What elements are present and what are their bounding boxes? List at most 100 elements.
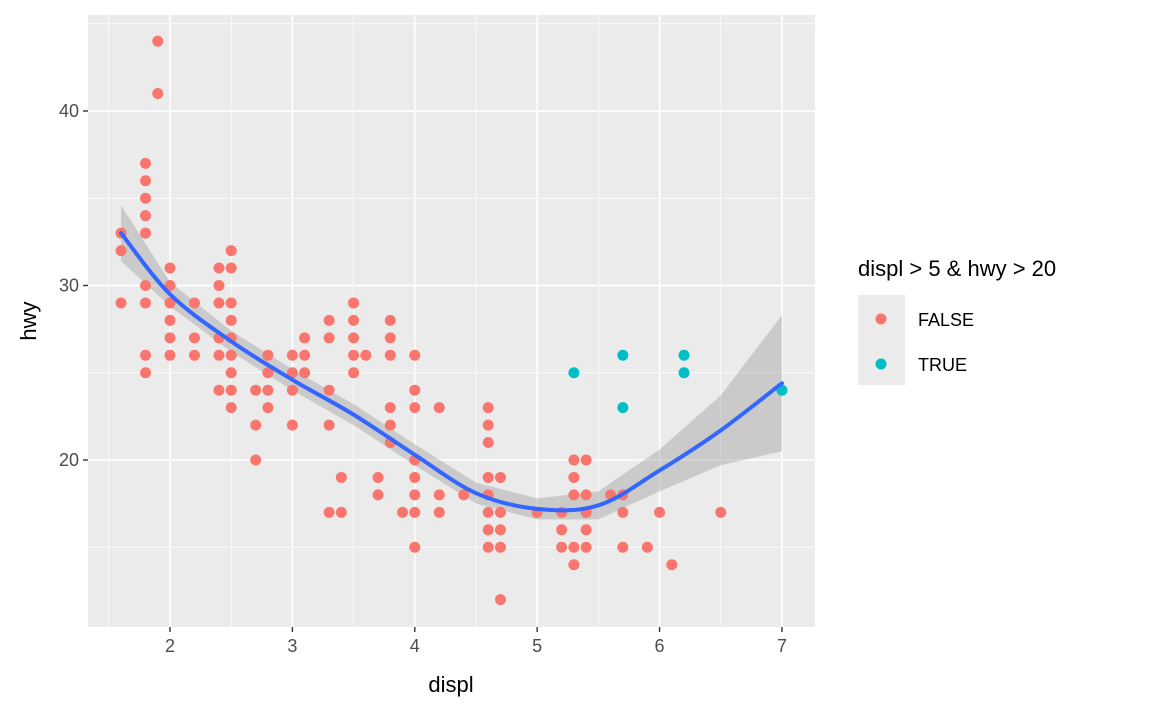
- x-tick-label: 4: [410, 636, 420, 656]
- point: [556, 524, 568, 536]
- point: [568, 559, 580, 571]
- point: [286, 419, 298, 431]
- point: [140, 367, 152, 379]
- point: [335, 506, 347, 518]
- point: [409, 489, 421, 501]
- point: [262, 402, 274, 414]
- point: [164, 314, 176, 326]
- point: [188, 349, 200, 361]
- point: [213, 262, 225, 274]
- legend-label: FALSE: [918, 310, 974, 330]
- point: [409, 349, 421, 361]
- point: [580, 489, 592, 501]
- point: [323, 384, 335, 396]
- x-axis-title: displ: [428, 672, 473, 697]
- point: [409, 541, 421, 553]
- point: [409, 402, 421, 414]
- point: [225, 297, 237, 309]
- point: [409, 471, 421, 483]
- legend-title: displ > 5 & hwy > 20: [858, 256, 1056, 281]
- point: [372, 489, 384, 501]
- point: [115, 297, 127, 309]
- point: [299, 367, 311, 379]
- point: [140, 157, 152, 169]
- point: [140, 192, 152, 204]
- point: [482, 419, 494, 431]
- point: [213, 279, 225, 291]
- point: [225, 349, 237, 361]
- point: [323, 506, 335, 518]
- point: [433, 489, 445, 501]
- point: [164, 262, 176, 274]
- point: [348, 314, 360, 326]
- legend: displ > 5 & hwy > 20 FALSE TRUE: [858, 256, 1056, 385]
- point: [397, 506, 409, 518]
- point: [678, 349, 690, 361]
- point: [286, 349, 298, 361]
- point: [225, 262, 237, 274]
- y-axis-title: hwy: [16, 301, 41, 340]
- point: [262, 384, 274, 396]
- legend-label: TRUE: [918, 355, 967, 375]
- legend-key-bg: [858, 295, 905, 385]
- confidence-band: [121, 205, 782, 520]
- smooth-line: [119, 231, 784, 513]
- point: [262, 349, 274, 361]
- point: [482, 524, 494, 536]
- point: [372, 471, 384, 483]
- point: [225, 245, 237, 257]
- point: [250, 384, 262, 396]
- point: [225, 314, 237, 326]
- point: [384, 402, 396, 414]
- x-tick-label: 6: [655, 636, 665, 656]
- point: [140, 227, 152, 239]
- point: [140, 297, 152, 309]
- point: [115, 245, 127, 257]
- point: [250, 454, 262, 466]
- point: [433, 402, 445, 414]
- point: [164, 349, 176, 361]
- point: [152, 35, 164, 47]
- point: [458, 489, 470, 501]
- point: [140, 279, 152, 291]
- point: [225, 384, 237, 396]
- legend-key: [875, 313, 887, 325]
- point: [140, 210, 152, 222]
- point: [494, 524, 506, 536]
- point: [384, 349, 396, 361]
- point: [482, 402, 494, 414]
- y-tick-label: 20: [59, 450, 79, 470]
- point: [262, 367, 274, 379]
- point: [188, 297, 200, 309]
- point: [715, 506, 727, 518]
- point: [384, 314, 396, 326]
- point: [164, 297, 176, 309]
- point: [482, 471, 494, 483]
- panel: [88, 15, 815, 627]
- point: [348, 297, 360, 309]
- point: [299, 349, 311, 361]
- y-tick-label: 40: [59, 101, 79, 121]
- point: [494, 541, 506, 553]
- x-tick-label: 2: [165, 636, 175, 656]
- point: [164, 279, 176, 291]
- point: [617, 402, 629, 414]
- marks: [115, 35, 788, 606]
- point: [250, 419, 262, 431]
- point: [568, 489, 580, 501]
- point: [568, 541, 580, 553]
- point: [323, 332, 335, 344]
- point: [494, 471, 506, 483]
- point: [482, 541, 494, 553]
- point: [213, 349, 225, 361]
- point: [580, 524, 592, 536]
- point: [654, 506, 666, 518]
- point: [323, 419, 335, 431]
- point: [213, 297, 225, 309]
- point: [335, 471, 347, 483]
- point: [348, 332, 360, 344]
- y-tick-label: 30: [59, 275, 79, 295]
- point: [617, 349, 629, 361]
- point: [482, 506, 494, 518]
